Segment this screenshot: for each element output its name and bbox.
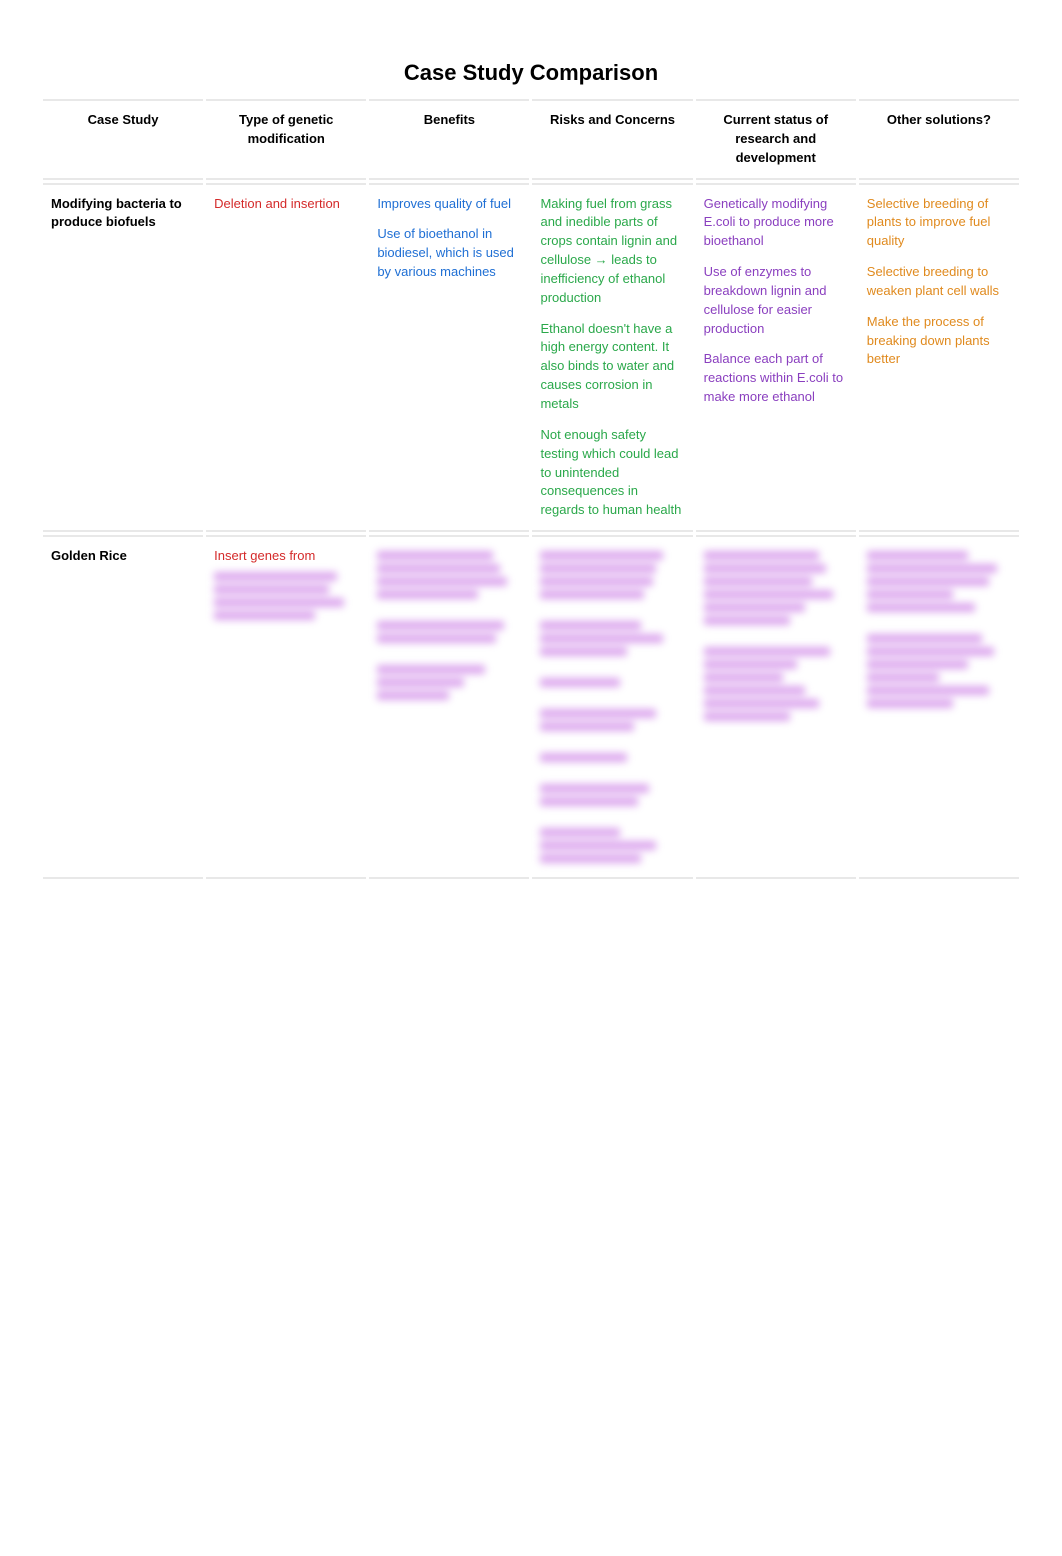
col-benefits: Benefits xyxy=(369,99,529,180)
cell-case-study: Modifying bacteria to produce biofuels xyxy=(43,183,203,533)
cell-risks xyxy=(532,535,692,879)
cell-other: Selective breeding of plants to improve … xyxy=(859,183,1019,533)
col-status: Current status of research and developme… xyxy=(696,99,856,180)
col-case-study: Case Study xyxy=(43,99,203,180)
col-other: Other solutions? xyxy=(859,99,1019,180)
col-type: Type of genetic modification xyxy=(206,99,366,180)
comparison-table: Case Study Type of genetic modification … xyxy=(40,96,1022,882)
page-title: Case Study Comparison xyxy=(40,60,1022,86)
table-header-row: Case Study Type of genetic modification … xyxy=(43,99,1019,180)
table-row: Golden RiceInsert genes from xyxy=(43,535,1019,879)
cell-status: Genetically modifying E.coli to produce … xyxy=(696,183,856,533)
cell-benefits: Improves quality of fuelUse of bioethano… xyxy=(369,183,529,533)
cell-type: Insert genes from xyxy=(206,535,366,879)
table-body: Modifying bacteria to produce biofuelsDe… xyxy=(43,183,1019,880)
cell-status xyxy=(696,535,856,879)
cell-risks: Making fuel from grass and inedible part… xyxy=(532,183,692,533)
col-risks: Risks and Concerns xyxy=(532,99,692,180)
table-row: Modifying bacteria to produce biofuelsDe… xyxy=(43,183,1019,533)
cell-other xyxy=(859,535,1019,879)
cell-type: Deletion and insertion xyxy=(206,183,366,533)
cell-case-study: Golden Rice xyxy=(43,535,203,879)
cell-benefits xyxy=(369,535,529,879)
